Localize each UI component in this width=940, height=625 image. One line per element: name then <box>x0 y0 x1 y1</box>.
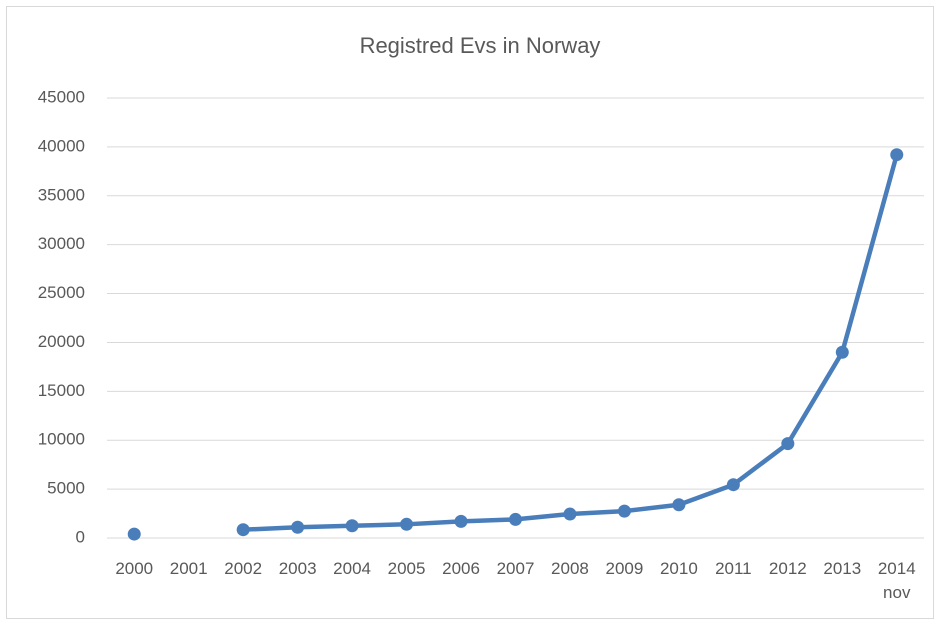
y-tick-label: 45000 <box>38 87 85 106</box>
x-tick-label: 2014 nov <box>877 559 916 602</box>
x-tick-label: 2006 <box>442 559 480 578</box>
y-tick-label: 15000 <box>38 381 85 400</box>
x-tick-label: 2007 <box>496 559 535 578</box>
marker <box>345 519 359 533</box>
marker <box>726 478 740 492</box>
x-tick-label: 2013 <box>823 559 862 578</box>
x-tick-label: 2011 <box>715 559 752 578</box>
chart-title: Registred Evs in Norway <box>360 33 601 58</box>
marker <box>617 504 631 518</box>
x-tick-label: 2008 <box>551 559 589 578</box>
y-tick-label: 0 <box>76 527 85 546</box>
marker <box>563 507 577 521</box>
marker <box>400 517 414 531</box>
y-tick-label: 35000 <box>38 185 85 204</box>
x-tick-label: 2005 <box>387 559 426 578</box>
x-tick-label: 2000 <box>115 559 154 578</box>
x-tick-label: 2001 <box>169 559 208 578</box>
x-tick-label: 2002 <box>224 559 263 578</box>
marker <box>127 527 141 541</box>
y-tick-label: 25000 <box>38 283 85 302</box>
marker <box>509 512 522 526</box>
y-tick-label: 10000 <box>38 430 85 449</box>
y-tick-label: 20000 <box>38 332 85 351</box>
y-tick-label: 5000 <box>47 479 85 498</box>
chart-border <box>6 6 934 619</box>
y-tick-label: 30000 <box>38 234 85 253</box>
marker <box>890 148 904 162</box>
x-tick-label: 2010 <box>659 559 698 578</box>
marker <box>236 523 250 537</box>
marker <box>835 345 849 359</box>
y-tick-label: 40000 <box>38 136 85 155</box>
marker <box>672 498 686 512</box>
x-tick-label: 2012 <box>768 559 807 578</box>
x-tick-label: 2003 <box>278 559 317 578</box>
x-tick-label: 2004 <box>333 559 371 578</box>
marker <box>454 514 468 528</box>
x-tick-label: 2009 <box>605 559 644 578</box>
marker <box>781 437 795 451</box>
marker <box>291 520 305 534</box>
